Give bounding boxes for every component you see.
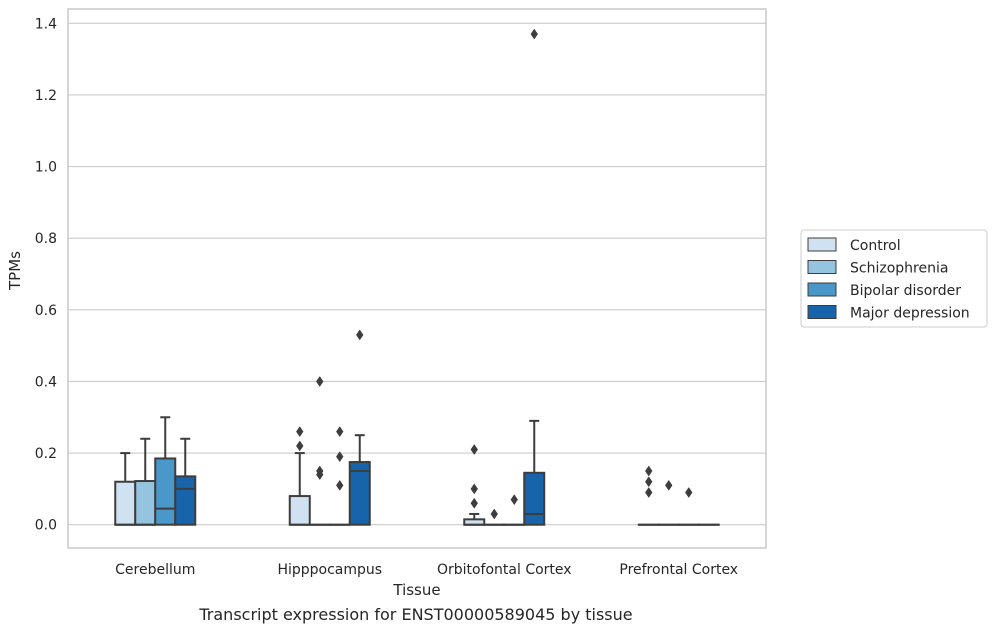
outlier-point [316,465,324,477]
y-axis-label: TPMs [6,251,24,291]
outlier-point [685,487,693,498]
legend-entry: Bipolar disorder [850,283,961,299]
x-tick-label: Hipppocampus [277,562,382,578]
y-tick-label: 0.8 [35,231,57,247]
box [154,457,177,526]
plot-frame [67,8,767,549]
outlier-point [470,483,478,495]
outlier-point [645,487,653,498]
outlier-point [336,479,344,491]
y-tick-label: 0.6 [35,303,57,319]
y-tick-label: 0.4 [35,374,57,390]
x-tick-label: Orbitofontal Cortex [437,562,572,578]
y-tick-label: 1.4 [35,16,57,32]
y-tick-label: 1.2 [35,88,57,104]
box [114,480,137,526]
box [134,480,157,526]
outlier-point [316,376,324,387]
legend-swatch [807,305,837,319]
x-tick-label: Prefrontal Cortex [619,562,738,578]
box [288,495,311,526]
y-tick-label: 0.0 [35,518,57,534]
box [523,471,546,526]
legend-entry: Control [850,238,901,254]
x-axis-label: Tissue [392,581,440,599]
legend-frame [800,229,988,328]
outlier-point [470,444,478,455]
outlier-point [336,426,344,438]
outlier-point [336,451,344,463]
outlier-point [356,329,364,341]
box [174,475,197,526]
outlier-point [510,494,518,506]
legend-swatch [807,282,837,297]
outlier-point [645,465,653,477]
legend-swatch [807,260,837,274]
figure-caption: Transcript expression for ENST0000058904… [199,605,633,624]
outlier-point [296,440,304,452]
legend-swatch [807,237,837,252]
outlier-point [645,476,653,488]
outlier-point [665,479,673,491]
x-tick-label: Cerebellum [115,562,195,578]
outlier-point [530,28,538,40]
box [348,461,371,526]
legend-entry: Schizophrenia [850,261,948,277]
y-tick-label: 0.2 [35,446,57,462]
outlier-point [470,497,478,509]
outlier-point [296,426,304,438]
legend-entry: Major depression [850,306,970,322]
y-tick-label: 1.0 [35,160,57,176]
outlier-point [490,508,498,520]
